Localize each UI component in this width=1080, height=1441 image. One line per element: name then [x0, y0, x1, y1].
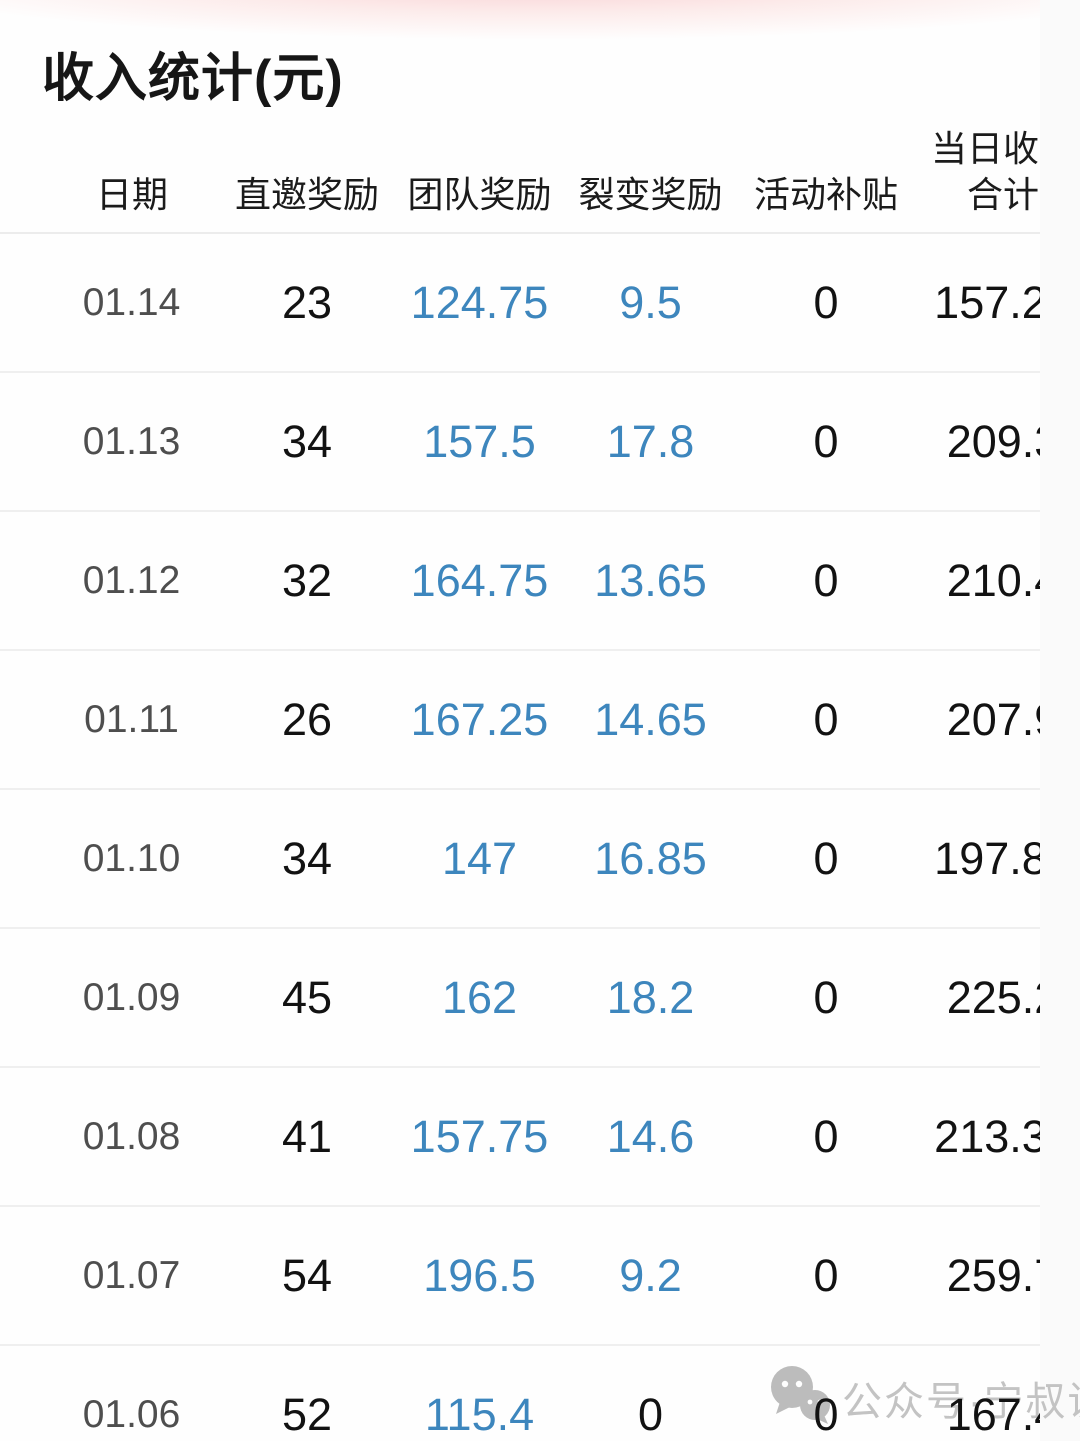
subsidy-cell: 0 [736, 511, 916, 651]
table-row: 01.08 41 157.75 14.6 0 213.35 [0, 1067, 1040, 1207]
table-row: 01.11 26 167.25 14.65 0 207.9 [0, 650, 1040, 790]
direct-reward-cell: 23 [220, 233, 394, 373]
daily-total-cell: 207.9 [916, 650, 1040, 790]
table-row: 01.10 34 147 16.85 0 197.85 [0, 789, 1040, 929]
table-row: 01.06 52 115.4 0 0 167.4 [0, 1345, 1040, 1441]
direct-reward-cell: 45 [220, 928, 394, 1068]
subsidy-cell: 0 [736, 1206, 916, 1346]
date-cell: 01.10 [0, 789, 220, 929]
team-reward-cell: 196.5 [394, 1206, 565, 1346]
fission-reward-cell: 9.2 [565, 1206, 736, 1346]
subsidy-cell: 0 [736, 789, 916, 929]
header-team-reward: 团队奖励 [394, 120, 565, 234]
header-direct-reward: 直邀奖励 [220, 120, 394, 234]
subsidy-cell: 0 [736, 928, 916, 1068]
daily-total-cell: 157.25 [916, 233, 1040, 373]
date-cell: 01.06 [82, 1392, 181, 1436]
direct-reward-cell: 34 [220, 789, 394, 929]
direct-reward-cell: 32 [220, 511, 394, 651]
table-row: 01.07 54 196.5 9.2 0 259.7 [0, 1206, 1040, 1346]
header-daily-total-line2: 合计 [966, 173, 1039, 215]
fission-reward-cell: 17.8 [565, 372, 736, 512]
fission-reward-cell: 14.65 [565, 650, 736, 790]
top-pink-glow [0, 0, 1080, 40]
watermark: 公众号·宁叔说 [768, 1364, 1080, 1431]
direct-reward-cell: 41 [220, 1067, 394, 1207]
subsidy-cell: 0 [736, 372, 916, 512]
team-reward-cell: 164.75 [394, 511, 565, 651]
date-cell: 01.09 [0, 928, 220, 1068]
team-reward-cell: 115.4 [424, 1388, 535, 1440]
team-reward-cell: 167.25 [394, 650, 565, 790]
subsidy-cell: 0 [813, 1388, 839, 1440]
direct-reward-cell: 26 [220, 650, 394, 790]
subsidy-cell: 0 [736, 650, 916, 790]
daily-total-cell: 225.2 [916, 928, 1040, 1068]
date-cell: 01.07 [0, 1206, 220, 1346]
header-row: 日期 直邀奖励 团队奖励 裂变奖励 活动补贴 当日收入 合计 [0, 120, 1040, 234]
subsidy-cell: 0 [736, 1067, 916, 1207]
fission-reward-cell: 14.6 [565, 1067, 736, 1207]
date-cell: 01.14 [0, 233, 220, 373]
team-reward-cell: 157.5 [394, 372, 565, 512]
fission-reward-cell: 0 [637, 1388, 664, 1440]
date-cell: 01.12 [0, 511, 220, 651]
income-table-scroll-area[interactable]: 日期 直邀奖励 团队奖励 裂变奖励 活动补贴 当日收入 合计 01.14 23 … [0, 120, 1040, 1441]
table-row: 01.13 34 157.5 17.8 0 209.3 [0, 372, 1040, 512]
header-daily-total: 当日收入 合计 [916, 120, 1040, 234]
header-activity-subsidy: 活动补贴 [736, 120, 916, 234]
table-row: 01.09 45 162 18.2 0 225.2 [0, 928, 1040, 1068]
direct-reward-cell: 34 [220, 372, 394, 512]
fission-reward-cell: 13.65 [565, 511, 736, 651]
team-reward-cell: 124.75 [394, 233, 565, 373]
table-row: 01.14 23 124.75 9.5 0 157.25 [0, 233, 1040, 373]
daily-total-cell: 213.35 [916, 1067, 1040, 1207]
header-fission-reward: 裂变奖励 [565, 120, 736, 234]
direct-reward-cell: 52 [281, 1388, 333, 1440]
team-reward-cell: 162 [394, 928, 565, 1068]
wechat-icon [768, 1364, 834, 1431]
date-cell: 01.08 [0, 1067, 220, 1207]
daily-total-cell: 167.4 [946, 1388, 1040, 1440]
subsidy-cell: 0 [736, 233, 916, 373]
page-title: 收入统计(元) [42, 50, 344, 108]
income-table: 日期 直邀奖励 团队奖励 裂变奖励 活动补贴 当日收入 合计 01.14 23 … [0, 120, 1040, 1441]
header-daily-total-line1: 当日收入 [930, 127, 1040, 169]
fission-reward-cell: 16.85 [565, 789, 736, 929]
direct-reward-cell: 54 [220, 1206, 394, 1346]
fission-reward-cell: 9.5 [565, 233, 736, 373]
date-cell: 01.11 [0, 650, 220, 790]
team-reward-cell: 147 [394, 789, 565, 929]
right-screen-margin [1040, 0, 1080, 1441]
table-row: 01.12 32 164.75 13.65 0 210.4 [0, 511, 1040, 651]
daily-total-cell: 259.7 [916, 1206, 1040, 1346]
header-date: 日期 [0, 120, 220, 234]
daily-total-cell: 209.3 [916, 372, 1040, 512]
date-cell: 01.13 [0, 372, 220, 512]
team-reward-cell: 157.75 [394, 1067, 565, 1207]
watermark-text: 公众号·宁叔说 [842, 1379, 1080, 1424]
fission-reward-cell: 18.2 [565, 928, 736, 1068]
daily-total-cell: 210.4 [916, 511, 1040, 651]
daily-total-cell: 197.85 [916, 789, 1040, 929]
